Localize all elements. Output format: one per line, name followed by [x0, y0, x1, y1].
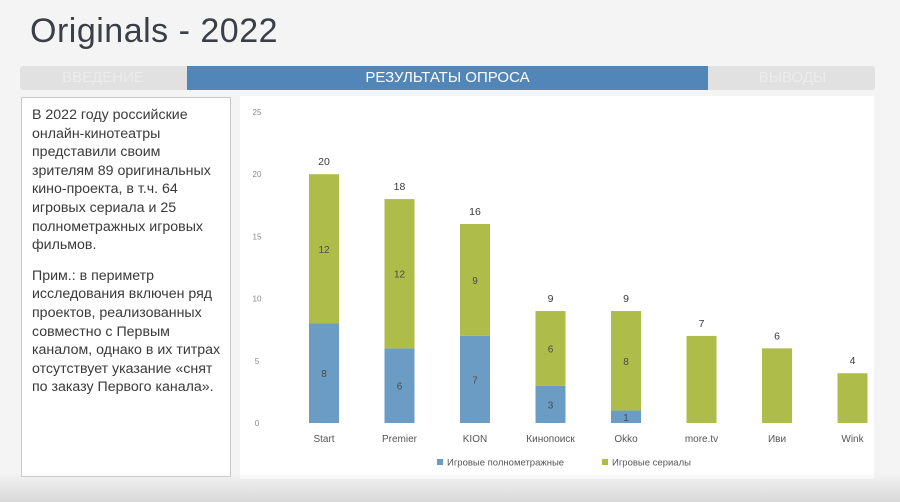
data-label: 3: [548, 400, 554, 411]
x-tick-label: Wink: [841, 434, 864, 445]
data-label: 7: [472, 375, 478, 386]
y-tick-label: 20: [253, 170, 262, 179]
x-tick-label: Premier: [382, 434, 418, 445]
bar-segment-series: [837, 373, 868, 423]
bar-segment-films: [611, 410, 641, 423]
y-tick-label: 15: [253, 232, 262, 241]
y-tick-label: 5: [255, 357, 260, 366]
legend-swatch-films: [437, 459, 443, 465]
x-tick-label: Start: [313, 434, 334, 445]
bar-segment-films: [309, 323, 339, 423]
y-tick-label: 25: [253, 108, 262, 117]
total-label: 9: [548, 293, 554, 305]
bar-segment-series: [384, 199, 415, 349]
tab-conclusions[interactable]: ВЫВОДЫ: [758, 69, 827, 86]
data-label: 6: [548, 344, 554, 355]
tab-intro[interactable]: ВВЕДЕНИЕ: [62, 69, 144, 86]
data-label: 6: [397, 382, 403, 393]
stacked-bar-chart: 051015202581220Start61218Premier7916KION…: [253, 108, 868, 469]
x-tick-label: Okko: [614, 434, 638, 445]
bar-segment-series: [686, 335, 717, 423]
data-label: 12: [318, 245, 330, 256]
bottom-shadow: [0, 472, 900, 502]
total-label: 20: [318, 156, 330, 168]
x-tick-label: more.tv: [685, 434, 718, 445]
tab-survey-results[interactable]: РЕЗУЛЬТАТЫ ОПРОСА: [187, 66, 708, 90]
chart-panel: 0 5 10 15 20 25 8 12 20 Start 6 12 18 Premier 7 9 16 KION…: [240, 96, 874, 479]
note-paragraph: Прим.: в периметр исследования включен р…: [32, 267, 221, 396]
data-label: 12: [394, 270, 406, 281]
total-label: 9: [623, 293, 629, 305]
section-tabs: ВВЕДЕНИЕ РЕЗУЛЬТАТЫ ОПРОСА ВЫВОДЫ: [20, 66, 875, 90]
legend-label-films: Игровые полнометражные: [447, 458, 564, 469]
total-label: 6: [774, 330, 780, 342]
bar-segment-films: [384, 348, 415, 423]
bar-segment-films: [460, 335, 490, 423]
data-label: 8: [321, 369, 327, 380]
legend-label-series: Игровые сериалы: [612, 458, 691, 469]
bar-segment-series: [611, 311, 641, 411]
total-label: 7: [699, 318, 705, 330]
bar-segment-series: [460, 223, 490, 336]
data-label: 9: [472, 276, 478, 287]
total-label: 4: [850, 355, 856, 367]
y-tick-label: 0: [255, 419, 260, 428]
slide-title: Originals - 2022: [30, 12, 279, 50]
bar-segment-films: [535, 385, 566, 423]
bar-segment-series: [535, 311, 566, 386]
y-tick-label: 10: [253, 295, 262, 304]
x-tick-label: Иви: [768, 434, 786, 445]
total-label: 18: [394, 181, 406, 193]
x-tick-label: Кинопоиск: [526, 434, 575, 445]
legend-swatch-series: [602, 459, 608, 465]
total-label: 16: [469, 206, 481, 218]
bar-segment-series: [762, 348, 792, 423]
data-label: 8: [623, 357, 629, 368]
bar-segment-series: [309, 174, 339, 324]
summary-paragraph: В 2022 году российские онлайн-кинотеатры…: [32, 107, 211, 254]
x-tick-label: KION: [463, 434, 487, 445]
data-label: 1: [623, 413, 629, 424]
summary-textbox: В 2022 году российские онлайн-кинотеатры…: [21, 97, 231, 477]
